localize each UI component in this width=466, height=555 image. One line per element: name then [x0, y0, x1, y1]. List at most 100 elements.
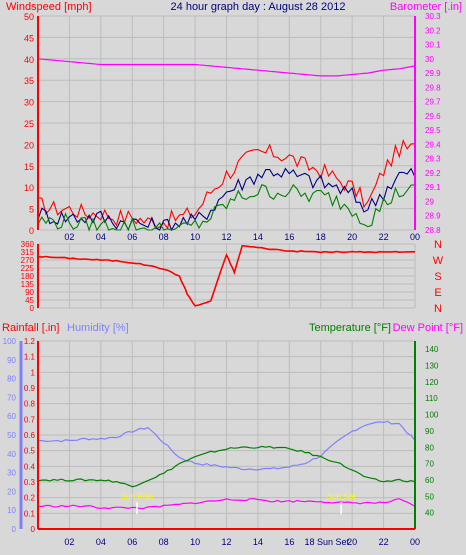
wind-gust-line — [37, 138, 416, 230]
humidity-tick-label: 0 — [12, 525, 17, 534]
sunset-time-label: 18 Sun Set — [304, 537, 349, 547]
wind-time-label: 02 — [64, 232, 74, 242]
barometer-tick-label: 29.5 — [425, 126, 441, 135]
wind-time-label: 10 — [190, 232, 200, 242]
direction-degree-label: 270 — [21, 256, 35, 265]
temperature-tick-label: 140 — [425, 345, 439, 354]
barometer-axis-label: Barometer [.in] — [390, 1, 462, 13]
windspeed-tick-label: 0 — [29, 226, 34, 236]
temperature-ticks: 40 50 60 70 80 90 100 110 120 130 140 — [425, 345, 439, 517]
direction-degree-label: 360 — [21, 240, 35, 249]
direction-degree-label: 225 — [21, 264, 35, 273]
temperature-tick-label: 120 — [425, 378, 439, 387]
windspeed-tick-label: 50 — [24, 12, 34, 22]
barometer-tick-label: 29.1 — [425, 183, 441, 192]
climate-time-ticks: 02 04 06 08 10 12 14 16 20 22 00 18 Sun Set — [64, 537, 420, 547]
rainfall-tick-label: 0.6 — [24, 431, 36, 440]
barometer-tick-label: 29.6 — [425, 112, 441, 121]
wind-direction-line — [37, 244, 415, 307]
direction-series — [37, 244, 415, 307]
sunrise-label: Sun Rise — [121, 492, 154, 501]
direction-degree-label: 45 — [25, 296, 34, 305]
barometer-tick-label: 29.4 — [425, 140, 441, 149]
rainfall-tick-label: 1 — [31, 368, 36, 377]
rainfall-tick-label: 0 — [31, 525, 36, 534]
rainfall-axis-label: Rainfall [.in] — [2, 322, 59, 334]
wind-time-ticks: 02 04 06 08 10 12 14 16 18 20 22 00 — [64, 232, 420, 242]
rainfall-tick-label: 0.5 — [24, 447, 36, 456]
wind-time-label: 18 — [316, 232, 326, 242]
climate-time-label: 04 — [96, 537, 106, 547]
wind-chart-title: 24 hour graph day : August 28 2012 — [171, 1, 346, 13]
windspeed-ticks: 0 5 10 15 20 25 30 35 40 45 50 — [24, 12, 34, 236]
wind-speed-line — [37, 183, 416, 232]
humidity-tick-label: 50 — [7, 431, 16, 440]
dewpoint-axis-label: Dew Point [°F] — [393, 322, 463, 334]
wind-time-label: 14 — [253, 232, 263, 242]
barometer-line — [37, 58, 416, 77]
windspeed-tick-label: 25 — [24, 119, 34, 129]
temperature-tick-label: 80 — [425, 443, 434, 452]
barometer-tick-label: 30.3 — [425, 12, 441, 21]
wind-time-label: 06 — [127, 232, 137, 242]
rainfall-tick-label: 0.8 — [24, 400, 36, 409]
climate-time-label: 02 — [64, 537, 74, 547]
rainfall-tick-label: 0.7 — [24, 415, 36, 424]
rainfall-tick-label: 0.3 — [24, 478, 36, 487]
wind-time-label: 08 — [159, 232, 169, 242]
wind-time-label: 12 — [221, 232, 231, 242]
barometer-tick-label: 28.8 — [425, 226, 441, 235]
climate-time-label: 22 — [379, 537, 389, 547]
compass-label: N — [434, 303, 442, 315]
wind-average-line — [37, 167, 416, 232]
climate-time-label: 12 — [221, 537, 231, 547]
climate-time-label: 00 — [410, 537, 420, 547]
barometer-tick-label: 30 — [425, 55, 434, 64]
humidity-ticks: 0 10 20 30 40 50 60 70 80 90 100 — [3, 337, 17, 534]
climate-time-label: 08 — [159, 537, 169, 547]
barometer-tick-label: 29.2 — [425, 169, 441, 178]
rainfall-tick-label: 0.1 — [24, 509, 36, 518]
rainfall-tick-label: 1.2 — [24, 337, 36, 346]
humidity-tick-label: 80 — [7, 375, 16, 384]
climate-time-label: 10 — [190, 537, 200, 547]
climate-time-label: 06 — [127, 537, 137, 547]
barometer-tick-label: 29.8 — [425, 83, 441, 92]
barometer-tick-label: 30.2 — [425, 26, 441, 35]
compass-label: S — [434, 271, 441, 283]
climate-time-label: 14 — [253, 537, 263, 547]
direction-degree-label: 135 — [21, 280, 35, 289]
barometer-tick-label: 29.7 — [425, 98, 441, 107]
direction-degree-label: 90 — [25, 288, 34, 297]
barometer-tick-label: 28.9 — [425, 212, 441, 221]
humidity-tick-label: 100 — [3, 337, 17, 346]
temperature-tick-label: 130 — [425, 362, 439, 371]
compass-label: E — [434, 287, 441, 299]
temperature-tick-label: 110 — [425, 394, 438, 403]
sun-annotations: Sun Rise Sun Set — [121, 492, 356, 514]
rainfall-tick-label: 0.4 — [24, 462, 36, 471]
rainfall-tick-label: 0.2 — [24, 494, 36, 503]
wind-time-label: 22 — [379, 232, 389, 242]
sunset-label: Sun Set — [327, 492, 356, 501]
barometer-ticks: 28.8 28.9 29 29.1 29.2 29.3 29.4 29.5 29.6 29.7 29… — [425, 12, 441, 235]
compass-label: N — [434, 239, 442, 251]
windspeed-tick-label: 40 — [24, 55, 34, 65]
windspeed-tick-label: 15 — [24, 162, 34, 172]
temperature-line — [37, 445, 416, 488]
direction-degree-label: 0 — [30, 304, 35, 313]
windspeed-tick-label: 10 — [24, 183, 34, 193]
climate-time-label: 20 — [347, 537, 357, 547]
wind-time-label: 00 — [410, 232, 420, 242]
windspeed-axis-label: Windspeed [mph] — [6, 1, 92, 13]
humidity-tick-label: 20 — [7, 487, 16, 496]
humidity-tick-label: 10 — [7, 506, 16, 515]
rainfall-ticks: 0 0.1 0.2 0.3 0.4 0.5 0.6 0.7 0.8 0.9 1 1.1 1.2 — [24, 337, 36, 534]
rainfall-tick-label: 1.1 — [24, 353, 36, 362]
direction-grid — [38, 243, 416, 309]
wind-time-label: 04 — [96, 232, 106, 242]
rainfall-tick-label: 0.9 — [24, 384, 36, 393]
temperature-tick-label: 50 — [425, 492, 434, 501]
